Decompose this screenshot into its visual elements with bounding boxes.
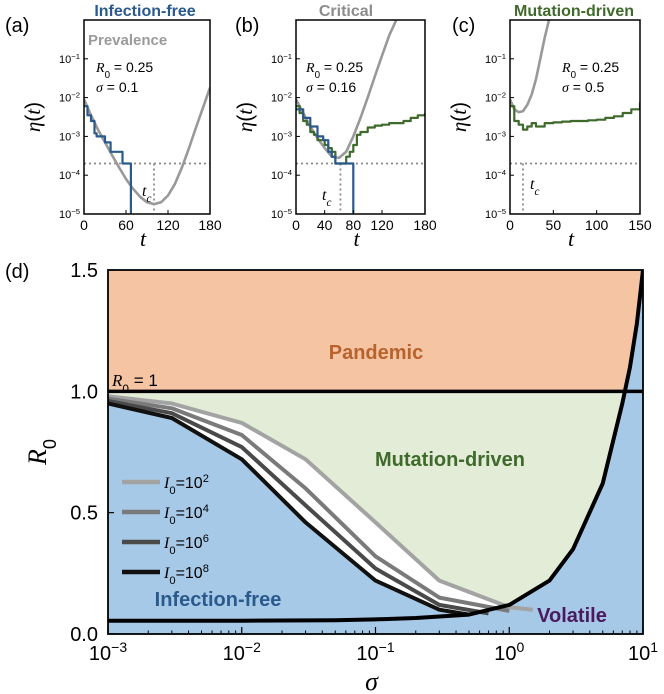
x-tick-label: 0 — [292, 217, 300, 233]
series-line-2 — [296, 108, 355, 214]
y-tick-label: 10−4 — [271, 168, 293, 183]
x-axis-label: t — [140, 226, 147, 251]
x-tick-label: 50 — [546, 217, 562, 233]
series-line-1 — [84, 105, 132, 214]
legend-label: I0=104 — [163, 503, 209, 527]
series-line-0 — [510, 20, 551, 114]
x-axis-label: t — [353, 226, 360, 251]
plot-frame — [509, 19, 641, 215]
tc-label: tc — [530, 176, 539, 198]
volatile-boundary-line — [108, 270, 643, 623]
r0-line-label: R0 = 1 — [111, 371, 158, 396]
r0-annotation: R0 = 0.25 — [95, 59, 153, 81]
panel-label-d: (d) — [5, 261, 29, 283]
x-tick-label: 10−3 — [89, 639, 127, 665]
x-tick-label: 180 — [413, 217, 437, 233]
y-tick-label: 10−2 — [59, 90, 80, 105]
series-line-1 — [296, 105, 425, 165]
tc-label: tc — [142, 183, 151, 205]
panel-b-plot: 10−5 10−4 10−3 10−2 10−1 0 40 80 120 180 η(t) t R0 =… — [233, 19, 437, 251]
y-tick-label: 0.5 — [70, 503, 98, 525]
panel-d-plot: Pandemic Mutation-driven Infection-free Vol… — [23, 260, 658, 694]
y-tick-label: 10−3 — [59, 129, 80, 144]
prevalence-label: Prevalence — [88, 32, 167, 49]
y-tick-label: 10−4 — [59, 168, 81, 183]
x-tick-label: 60 — [118, 217, 134, 233]
x-tick-label: 180 — [198, 217, 222, 233]
threshold-curve-2 — [108, 399, 489, 616]
y-tick-label: 10−3 — [271, 129, 292, 144]
panel-label-c: (c) — [452, 15, 475, 37]
sigma-annotation: σ = 0.16 — [306, 79, 356, 96]
plot-frame — [295, 19, 426, 215]
x-tick-label: 100 — [585, 217, 609, 233]
series-line-1 — [510, 102, 640, 131]
y-tick-label: 10−2 — [485, 90, 506, 105]
y-tick-label: 10−1 — [485, 51, 506, 66]
panel-c-title: Mutation-driven — [514, 3, 634, 20]
series-line-0 — [296, 20, 398, 160]
series-line-0 — [84, 87, 210, 206]
x-axis-label: t — [568, 226, 575, 251]
panel-label-b: (b) — [235, 15, 259, 37]
panel-a-title: Infection-free — [94, 3, 195, 20]
panel-a: (a) Infection-free 10−5 10−4 10−3 10−2 10−1 0… — [5, 3, 222, 251]
panel-b: (b) Critical 10−5 10−4 10−3 10−2 10−1 0 40 80 12… — [233, 3, 437, 251]
legend-label: I0=102 — [163, 473, 209, 497]
x-tick-label: 120 — [370, 217, 394, 233]
panel-label-a: (a) — [5, 15, 29, 37]
panel-c-plot: 10−5 10−4 10−3 10−2 10−1 0 50 100 150 η(t) t R0 = 0… — [447, 19, 652, 251]
x-tick-label: 100 — [494, 639, 524, 665]
region-label-infection-free: Infection-free — [155, 589, 282, 611]
threshold-curve-0 — [108, 394, 534, 612]
y-axis-label: R0 — [23, 439, 60, 466]
y-tick-label: 1.5 — [70, 260, 98, 282]
legend-label: I0=108 — [163, 563, 209, 587]
y-axis-label: η(t) — [21, 102, 45, 132]
x-tick-label: 101 — [628, 639, 658, 665]
x-tick-label: 80 — [346, 217, 362, 233]
sigma-annotation: σ = 0.1 — [96, 79, 139, 96]
r0-annotation: R0 = 0.25 — [561, 59, 619, 81]
y-axis-label: η(t) — [447, 102, 471, 132]
panel-a-plot: 10−5 10−4 10−3 10−2 10−1 0 60 120 180 η(t) t Preval… — [21, 19, 222, 251]
region-volatile — [108, 270, 643, 634]
y-tick-label: 1.0 — [70, 381, 98, 403]
panel-b-title: Critical — [319, 3, 373, 20]
y-tick-label: 10−1 — [271, 51, 292, 66]
region-label-volatile: Volatile — [537, 605, 607, 627]
y-axis-label: η(t) — [233, 102, 257, 132]
y-tick-label: 10−5 — [485, 207, 506, 222]
y-tick-label: 0.0 — [70, 624, 98, 646]
plot-frame — [83, 19, 211, 215]
y-tick-label: 10−2 — [271, 90, 292, 105]
threshold-curve-3 — [108, 401, 470, 617]
panel-d: (d) Pandemic Mutation-driven Infection-fre… — [5, 260, 658, 694]
x-tick-label: 10−2 — [223, 639, 261, 665]
region-label-pandemic: Pandemic — [329, 342, 423, 364]
sigma-annotation: σ = 0.5 — [562, 79, 605, 96]
y-tick-label: 10−3 — [485, 129, 506, 144]
y-tick-label: 10−5 — [271, 207, 292, 222]
x-tick-label: 10−1 — [356, 639, 394, 665]
x-tick-label: 120 — [156, 217, 180, 233]
x-tick-label: 0 — [506, 217, 514, 233]
x-tick-label: 150 — [628, 217, 652, 233]
tc-label: tc — [322, 187, 331, 209]
legend-label: I0=106 — [163, 533, 209, 557]
x-tick-label: 0 — [80, 217, 88, 233]
panel-c: (c) Mutation-driven 10−5 10−4 10−3 10−2 10−1… — [447, 3, 652, 251]
region-pandemic — [108, 270, 643, 392]
threshold-curve-1 — [108, 396, 510, 613]
r0-annotation: R0 = 0.25 — [305, 59, 363, 81]
x-axis-label: σ — [365, 667, 379, 694]
region-label-mutation-driven: Mutation-driven — [375, 449, 525, 471]
region-mutation-driven — [108, 391, 628, 610]
y-tick-label: 10−5 — [59, 207, 80, 222]
y-tick-label: 10−1 — [59, 51, 80, 66]
x-tick-label: 40 — [317, 217, 333, 233]
regions-group — [108, 270, 643, 634]
y-tick-label: 10−4 — [485, 168, 507, 183]
